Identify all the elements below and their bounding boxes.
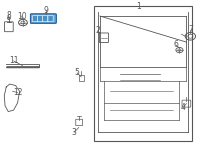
Text: 12: 12 bbox=[13, 88, 22, 97]
Text: 8: 8 bbox=[6, 11, 11, 20]
Text: 5: 5 bbox=[75, 68, 80, 77]
FancyBboxPatch shape bbox=[30, 14, 56, 23]
Bar bbox=[6, 64, 39, 67]
Text: 10: 10 bbox=[17, 12, 26, 21]
Text: 2: 2 bbox=[96, 26, 100, 35]
Text: 7: 7 bbox=[188, 25, 193, 34]
Text: 3: 3 bbox=[72, 128, 77, 137]
FancyBboxPatch shape bbox=[38, 16, 43, 22]
FancyBboxPatch shape bbox=[48, 16, 53, 22]
Text: 9: 9 bbox=[44, 6, 49, 15]
FancyBboxPatch shape bbox=[33, 16, 38, 22]
Text: 6: 6 bbox=[173, 40, 178, 49]
Bar bbox=[94, 6, 192, 141]
Text: 4: 4 bbox=[181, 103, 186, 112]
Text: 1: 1 bbox=[136, 2, 141, 11]
Bar bbox=[79, 75, 84, 81]
Text: 11: 11 bbox=[9, 56, 18, 65]
FancyBboxPatch shape bbox=[43, 16, 48, 22]
